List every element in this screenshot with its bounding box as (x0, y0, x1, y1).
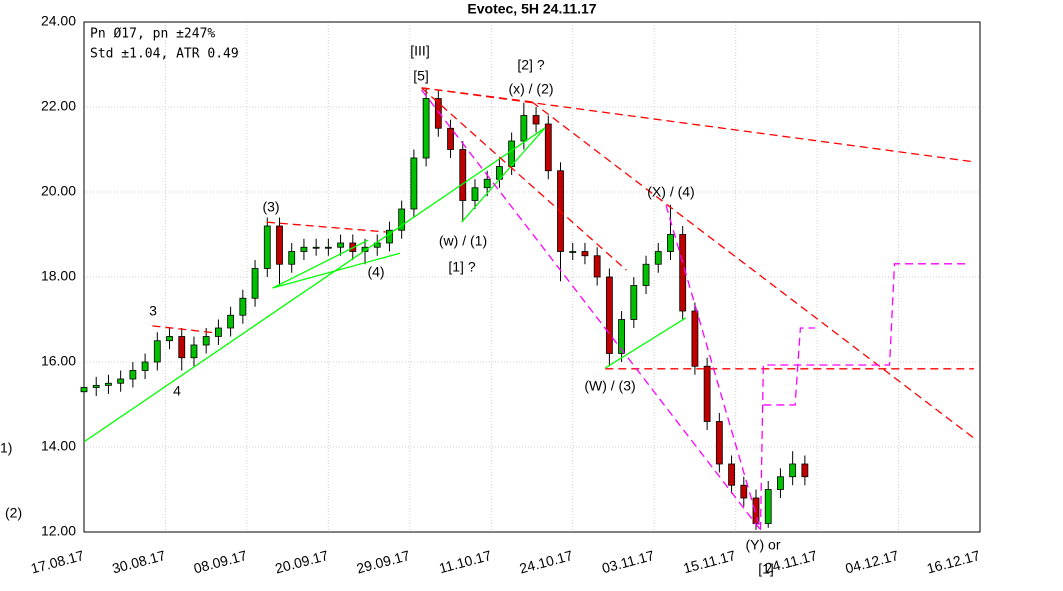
candle-body (434, 98, 442, 129)
wave-label: [2] ? (517, 57, 544, 73)
candle-body (618, 319, 625, 354)
candle-body (654, 251, 662, 265)
candle-body (190, 344, 198, 359)
chart-title: Evotec, 5H 24.11.17 (467, 1, 596, 17)
y-tick-label: 18.00 (41, 268, 76, 284)
candle-body (239, 297, 247, 316)
candle-body (202, 336, 210, 346)
candle-body (300, 246, 308, 252)
wave-label: (X) / (4) (647, 184, 694, 200)
trend-line (604, 317, 687, 369)
candle-body (80, 387, 88, 393)
candle-body (251, 268, 259, 299)
candle-body (630, 285, 638, 320)
candle-body (777, 476, 784, 490)
trend-line (421, 87, 627, 271)
candle-body (373, 242, 381, 248)
trend-line (665, 204, 762, 531)
candle-body (715, 421, 723, 465)
candle-body (691, 310, 699, 367)
candle-body (324, 246, 332, 249)
trend-line (759, 263, 967, 530)
y-tick-label: 24.00 (41, 13, 76, 29)
candle-body (605, 276, 613, 354)
trend-line (272, 252, 401, 289)
candle-body (410, 157, 418, 210)
y-tick-label: 16.00 (41, 353, 76, 369)
wave-label: 4 (173, 383, 181, 399)
candle-body (361, 246, 369, 252)
candle-body (667, 234, 674, 252)
candle-body (105, 382, 112, 386)
candle-body (92, 384, 100, 388)
candle-body (288, 251, 296, 265)
trend-line (272, 239, 369, 289)
candle-body (422, 98, 430, 159)
candle-body (447, 127, 454, 150)
candle-body (764, 489, 772, 524)
candle-body (117, 378, 125, 384)
candle-body (801, 463, 809, 478)
wave-label: [III] (410, 43, 429, 59)
wave-label: 1) (0, 440, 12, 456)
candle-body (312, 246, 320, 249)
wave-label: (x) / (2) (508, 81, 553, 97)
candle-body (471, 187, 479, 201)
trend-line (531, 101, 975, 439)
candle-body (593, 255, 601, 278)
y-tick-label: 22.00 (41, 98, 76, 114)
candle-body (789, 463, 797, 478)
candle-body (398, 208, 406, 231)
candle-body (153, 340, 161, 363)
candle-body (728, 463, 735, 486)
candle-body (214, 327, 222, 337)
wave-label: (Y) or (746, 537, 781, 553)
trend-line (421, 89, 761, 531)
candle-body (483, 178, 491, 189)
candle-body (569, 251, 577, 253)
info-text: Pn Ø17, pn ±247% (90, 27, 215, 42)
trend-line (84, 127, 546, 443)
y-tick-label: 14.00 (41, 438, 76, 454)
wave-label: (2) (5, 505, 22, 521)
wave-label: (W) / (3) (584, 378, 635, 394)
wave-label: (w) / (1) (439, 233, 487, 249)
candle-body (276, 225, 283, 265)
wave-label: 3 (149, 303, 157, 319)
trend-line (266, 221, 386, 233)
candle-body (166, 336, 173, 342)
wave-label: (3) (262, 199, 279, 215)
plot-frame (83, 21, 981, 533)
info-text: Std ±1.04, ATR 0.49 (90, 47, 239, 62)
trend-line (152, 325, 218, 334)
candle-body (459, 149, 467, 201)
candle-body (337, 242, 344, 248)
wave-label: (4) (367, 264, 384, 280)
candle-body (703, 365, 711, 422)
candle-body (740, 484, 748, 499)
candle-body (520, 115, 528, 142)
candle-body (544, 123, 552, 172)
y-tick-label: 20.00 (41, 183, 76, 199)
trend-line (461, 127, 546, 223)
candle-body (581, 251, 589, 257)
candle-body (642, 263, 650, 286)
candle-body (679, 234, 687, 312)
trend-line (763, 327, 816, 406)
trend-line (421, 87, 533, 103)
y-tick-label: 12.00 (41, 523, 76, 539)
wave-label: [5] (413, 68, 429, 84)
candle-body (227, 314, 235, 329)
wave-label: [1] ? (448, 259, 475, 275)
candle-body (178, 336, 186, 359)
wave-label: [1] (758, 561, 774, 577)
candle-body (141, 361, 149, 371)
candle-body (532, 115, 540, 125)
candle-body (263, 225, 271, 269)
candle-body (129, 370, 137, 380)
